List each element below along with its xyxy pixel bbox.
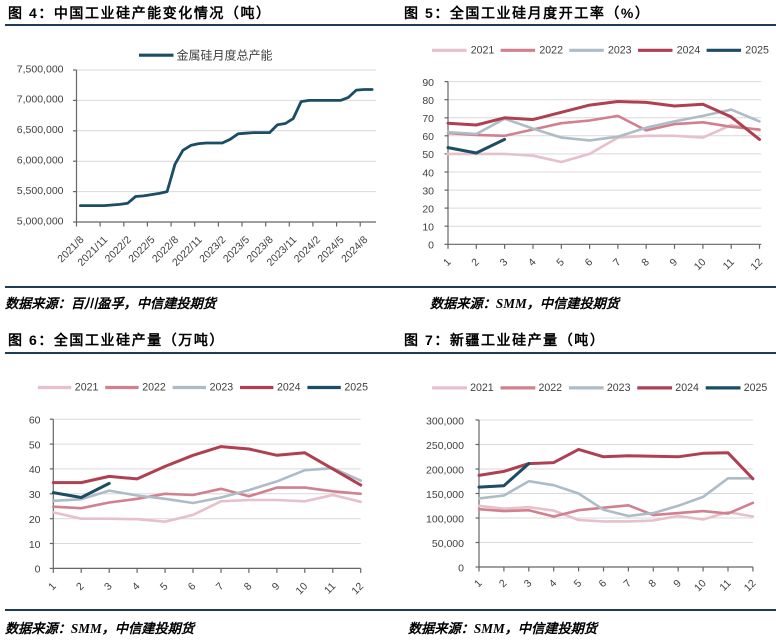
svg-text:4: 4 (547, 577, 560, 590)
svg-text:10: 10 (692, 577, 709, 594)
svg-text:200,000: 200,000 (426, 464, 464, 476)
svg-text:2024: 2024 (277, 382, 301, 394)
svg-text:60: 60 (29, 415, 41, 427)
svg-text:7: 7 (611, 256, 624, 269)
svg-text:3: 3 (498, 256, 511, 269)
svg-text:150,000: 150,000 (426, 489, 464, 501)
svg-text:5: 5 (554, 256, 567, 269)
svg-text:5,500,000: 5,500,000 (17, 185, 64, 197)
svg-text:11: 11 (322, 580, 338, 596)
svg-text:2022: 2022 (539, 382, 563, 394)
svg-text:90: 90 (422, 77, 434, 89)
svg-text:2022: 2022 (142, 382, 166, 394)
svg-text:5: 5 (572, 577, 585, 590)
svg-text:50,000: 50,000 (432, 538, 464, 550)
svg-text:250,000: 250,000 (426, 440, 464, 452)
svg-text:2025: 2025 (745, 45, 769, 57)
svg-text:1: 1 (441, 256, 454, 269)
svg-text:20: 20 (29, 514, 41, 526)
svg-text:70: 70 (422, 113, 434, 125)
svg-text:0: 0 (428, 240, 434, 252)
svg-text:5,000,000: 5,000,000 (17, 215, 64, 227)
svg-text:9: 9 (270, 580, 283, 593)
svg-text:50: 50 (29, 439, 41, 451)
svg-text:2024: 2024 (677, 45, 701, 57)
svg-text:2025: 2025 (344, 382, 368, 394)
svg-text:6,000,000: 6,000,000 (17, 155, 64, 167)
svg-text:300,000: 300,000 (426, 415, 464, 427)
svg-text:4: 4 (130, 580, 143, 593)
svg-text:6,500,000: 6,500,000 (17, 124, 64, 136)
svg-text:7,000,000: 7,000,000 (17, 94, 64, 106)
svg-text:12: 12 (742, 577, 759, 594)
svg-text:2023: 2023 (607, 382, 631, 394)
svg-text:2021: 2021 (471, 45, 495, 57)
svg-text:30: 30 (29, 489, 41, 501)
svg-text:2022: 2022 (539, 45, 563, 57)
svg-text:10: 10 (29, 539, 41, 551)
svg-text:9: 9 (668, 256, 681, 269)
svg-text:12: 12 (748, 256, 765, 273)
svg-text:7,500,000: 7,500,000 (17, 63, 64, 75)
svg-text:8: 8 (646, 577, 659, 590)
svg-text:11: 11 (717, 577, 733, 593)
svg-text:4: 4 (526, 256, 539, 269)
svg-text:20: 20 (422, 203, 434, 215)
svg-text:1: 1 (472, 577, 485, 590)
svg-text:11: 11 (721, 256, 737, 272)
svg-text:30: 30 (422, 185, 434, 197)
svg-text:2: 2 (497, 577, 510, 590)
svg-text:2021: 2021 (75, 382, 99, 394)
svg-text:1: 1 (46, 580, 59, 593)
svg-text:60: 60 (422, 131, 434, 143)
svg-text:8: 8 (639, 256, 652, 269)
svg-text:2: 2 (74, 580, 87, 593)
svg-text:2024/8: 2024/8 (339, 234, 370, 265)
svg-text:40: 40 (422, 167, 434, 179)
svg-text:8: 8 (242, 580, 255, 593)
svg-text:10: 10 (692, 256, 709, 273)
svg-text:2: 2 (469, 256, 482, 269)
svg-text:10: 10 (293, 580, 310, 597)
svg-text:0: 0 (35, 564, 41, 576)
svg-text:2024: 2024 (675, 382, 699, 394)
svg-text:2021: 2021 (470, 382, 494, 394)
svg-text:6: 6 (583, 256, 596, 269)
svg-text:7: 7 (214, 580, 227, 593)
svg-text:40: 40 (29, 464, 41, 476)
svg-text:50: 50 (422, 149, 434, 161)
svg-text:6: 6 (597, 577, 610, 590)
svg-text:3: 3 (522, 577, 535, 590)
svg-text:7: 7 (621, 577, 634, 590)
svg-text:2023: 2023 (608, 45, 632, 57)
svg-text:9: 9 (671, 577, 684, 590)
svg-text:6: 6 (186, 580, 199, 593)
svg-text:5: 5 (158, 580, 171, 593)
svg-text:100,000: 100,000 (426, 513, 464, 525)
svg-text:12: 12 (349, 580, 366, 597)
svg-text:2023: 2023 (210, 382, 234, 394)
svg-text:金属硅月度总产能: 金属硅月度总产能 (177, 47, 273, 62)
svg-text:80: 80 (422, 95, 434, 107)
svg-text:2025: 2025 (744, 382, 768, 394)
svg-text:3: 3 (102, 580, 115, 593)
svg-text:10: 10 (422, 222, 434, 234)
svg-text:0: 0 (458, 562, 464, 574)
